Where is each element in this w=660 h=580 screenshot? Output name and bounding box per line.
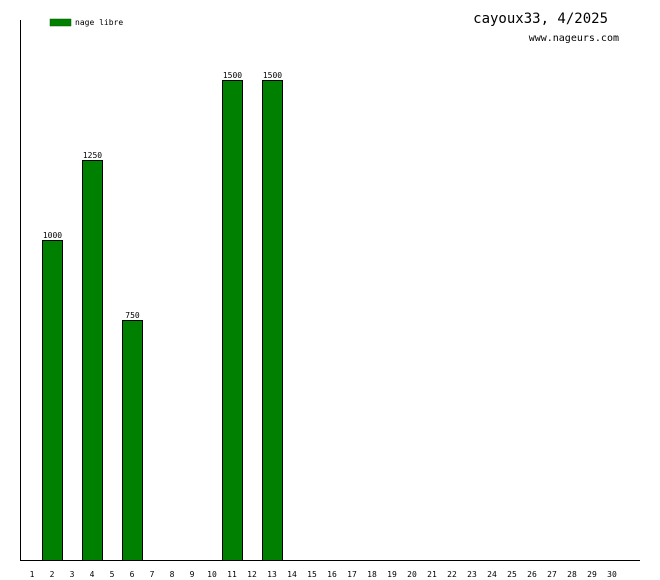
bar-day-13 [262,80,283,561]
x-tick-label: 15 [307,570,317,579]
chart-title: cayoux33, 4/2025 [473,11,608,27]
bar-day-4 [82,160,103,561]
x-tick-label: 2 [50,570,55,579]
x-tick-label: 8 [170,570,175,579]
x-tick-labels: 1 2 3 4 5 6 7 8 9 10 11 12 13 14 15 16 17 18 19 20 21 22 23 24 2… [30,570,617,579]
legend-swatch-nage-libre [49,18,72,27]
bar-day-6 [122,320,143,561]
legend-label-nage-libre: nage libre [75,18,123,27]
x-tick-label: 11 [227,570,237,579]
data-label-day-2: 1000 [43,231,62,240]
data-label-day-6: 750 [125,311,140,320]
x-tick-label: 22 [447,570,457,579]
bar-day-2 [42,240,63,561]
x-tick-label: 25 [507,570,517,579]
x-tick-label: 21 [427,570,437,579]
x-tick-label: 19 [387,570,397,579]
x-tick-label: 3 [70,570,75,579]
bars [42,80,283,561]
data-label-day-13: 1500 [263,71,282,80]
x-tick-label: 1 [30,570,35,579]
x-tick-label: 26 [527,570,537,579]
x-tick-label: 17 [347,570,357,579]
x-tick-label: 6 [130,570,135,579]
x-tick-label: 20 [407,570,417,579]
x-tick-label: 24 [487,570,497,579]
x-tick-label: 14 [287,570,297,579]
x-tick-label: 12 [247,570,257,579]
data-label-day-11: 1500 [223,71,242,80]
x-tick-label: 23 [467,570,477,579]
bar-day-11 [222,80,243,561]
x-tick-label: 28 [567,570,577,579]
x-tick-label: 18 [367,570,377,579]
x-tick-label: 10 [207,570,217,579]
x-tick-label: 7 [150,570,155,579]
data-label-day-4: 1250 [83,151,102,160]
x-tick-label: 13 [267,570,277,579]
x-tick-label: 29 [587,570,597,579]
x-tick-label: 27 [547,570,557,579]
legend: nage libre [49,18,123,27]
x-tick-label: 9 [190,570,195,579]
website-label: www.nageurs.com [529,33,619,44]
x-tick-label: 5 [110,570,115,579]
x-tick-label: 16 [327,570,337,579]
x-tick-label: 30 [607,570,617,579]
x-tick-label: 4 [90,570,95,579]
data-labels: 1000 1250 750 1500 1500 [43,71,282,320]
